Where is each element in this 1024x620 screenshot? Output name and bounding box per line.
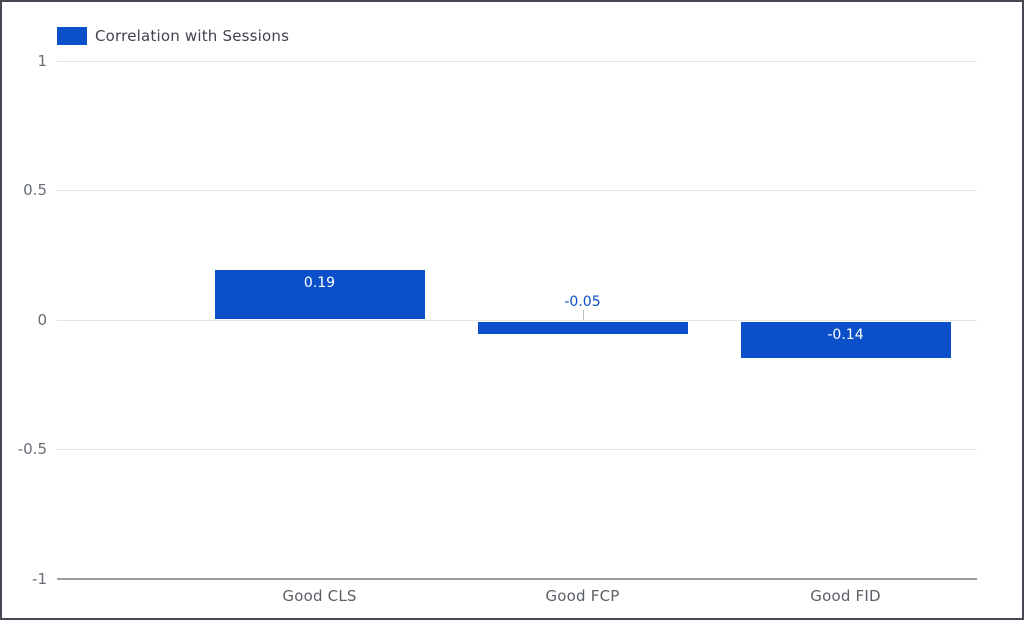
- bar-value-label: -0.05: [564, 293, 601, 310]
- value-callout-line: [582, 309, 584, 320]
- y-tick-label: 0: [37, 310, 47, 329]
- legend-swatch: [57, 27, 87, 45]
- bar-good-fcp: [477, 321, 688, 335]
- x-axis-label: Good FCP: [545, 587, 620, 605]
- bar-good-fid: [740, 321, 951, 358]
- legend-label: Correlation with Sessions: [95, 27, 290, 45]
- bar-good-cls: [214, 270, 425, 320]
- gridline: [57, 190, 977, 191]
- bar-value-label: 0.19: [303, 275, 336, 292]
- y-tick-label: 1: [37, 51, 47, 70]
- chart-legend: Correlation with Sessions: [57, 27, 289, 45]
- bar-value-label: -0.14: [827, 326, 864, 343]
- gridline: [57, 60, 977, 62]
- gridline: [57, 319, 977, 321]
- y-tick-label: -0.5: [17, 440, 47, 458]
- y-tick-label: -1: [32, 569, 47, 588]
- gridline: [57, 449, 977, 450]
- x-axis-baseline: [57, 577, 977, 580]
- y-tick-label: 0.5: [23, 181, 47, 199]
- x-axis-label: Good FID: [810, 587, 881, 605]
- x-axis-label: Good CLS: [282, 587, 357, 605]
